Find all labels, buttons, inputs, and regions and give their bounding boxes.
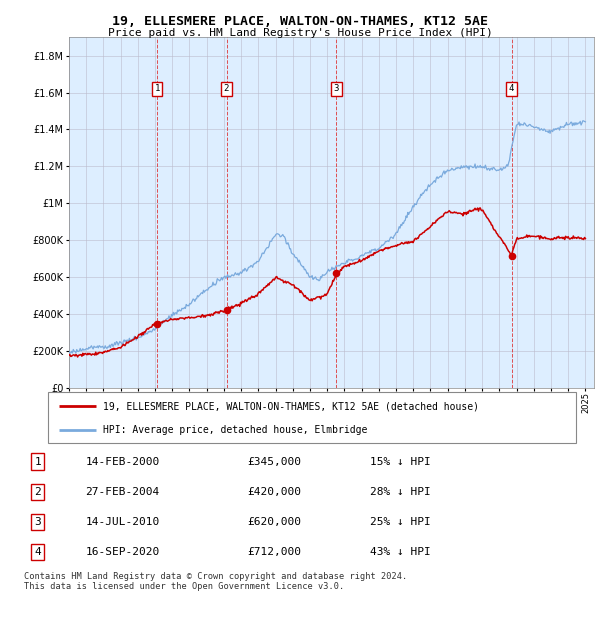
Text: 15% ↓ HPI: 15% ↓ HPI (370, 456, 431, 466)
Text: 3: 3 (35, 517, 41, 527)
Text: 2: 2 (224, 84, 229, 94)
Text: 1: 1 (154, 84, 160, 94)
Text: 19, ELLESMERE PLACE, WALTON-ON-THAMES, KT12 5AE: 19, ELLESMERE PLACE, WALTON-ON-THAMES, K… (112, 15, 488, 28)
Text: 1: 1 (35, 456, 41, 466)
Text: Price paid vs. HM Land Registry's House Price Index (HPI): Price paid vs. HM Land Registry's House … (107, 28, 493, 38)
Text: HPI: Average price, detached house, Elmbridge: HPI: Average price, detached house, Elmb… (103, 425, 368, 435)
Text: £712,000: £712,000 (247, 547, 301, 557)
Text: 4: 4 (509, 84, 514, 94)
Text: 19, ELLESMERE PLACE, WALTON-ON-THAMES, KT12 5AE (detached house): 19, ELLESMERE PLACE, WALTON-ON-THAMES, K… (103, 401, 479, 411)
Text: 3: 3 (334, 84, 339, 94)
Text: 25% ↓ HPI: 25% ↓ HPI (370, 517, 431, 527)
Text: 14-FEB-2000: 14-FEB-2000 (85, 456, 160, 466)
Text: £620,000: £620,000 (247, 517, 301, 527)
Text: 28% ↓ HPI: 28% ↓ HPI (370, 487, 431, 497)
Text: £345,000: £345,000 (247, 456, 301, 466)
Text: Contains HM Land Registry data © Crown copyright and database right 2024.
This d: Contains HM Land Registry data © Crown c… (24, 572, 407, 591)
Text: 14-JUL-2010: 14-JUL-2010 (85, 517, 160, 527)
Text: 2: 2 (35, 487, 41, 497)
Text: £420,000: £420,000 (247, 487, 301, 497)
Text: 27-FEB-2004: 27-FEB-2004 (85, 487, 160, 497)
Text: 4: 4 (35, 547, 41, 557)
FancyBboxPatch shape (48, 392, 576, 443)
Text: 16-SEP-2020: 16-SEP-2020 (85, 547, 160, 557)
Text: 43% ↓ HPI: 43% ↓ HPI (370, 547, 431, 557)
